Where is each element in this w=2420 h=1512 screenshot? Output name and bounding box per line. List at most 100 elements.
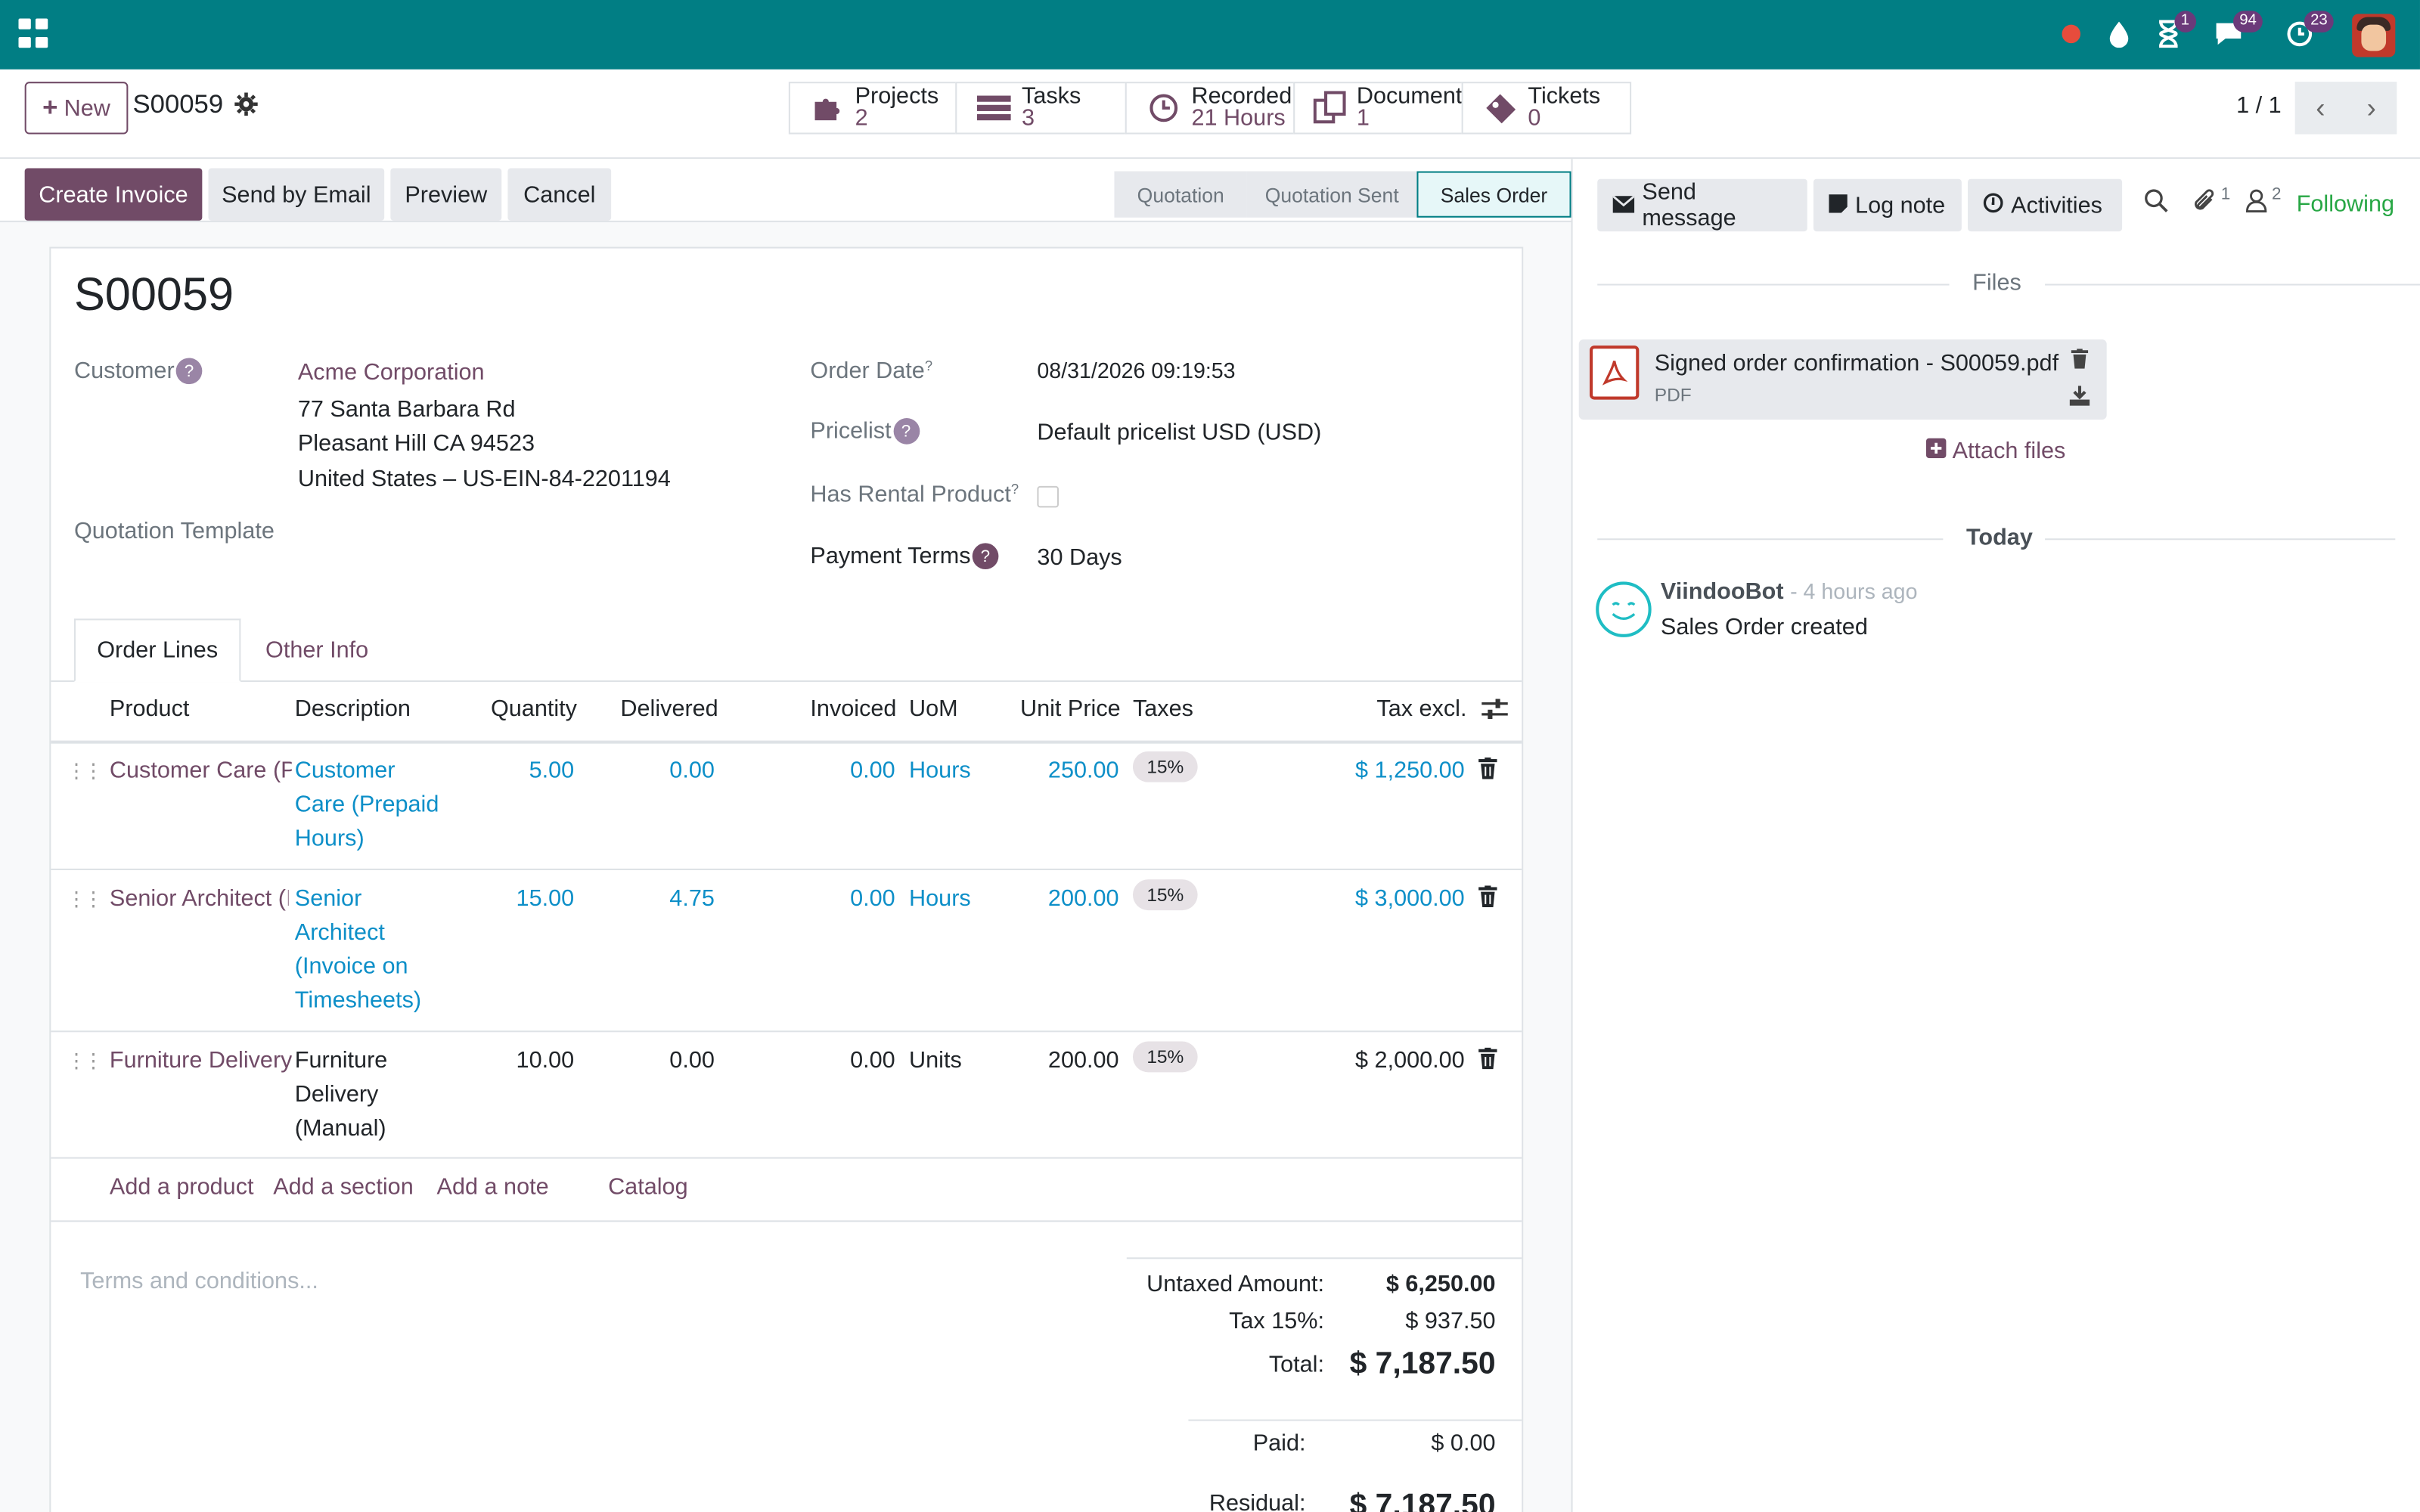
activities-hourglass-icon[interactable]: 1 bbox=[2153, 11, 2196, 52]
rental-checkbox[interactable] bbox=[1037, 485, 1059, 508]
description-line: Care (Prepaid bbox=[294, 791, 439, 818]
row-unit-price[interactable]: 200.00 bbox=[1047, 1047, 1119, 1074]
following-toggle[interactable]: Following bbox=[2296, 191, 2395, 218]
followers-user-icon[interactable] bbox=[2245, 188, 2267, 219]
tab-other-info[interactable]: Other Info bbox=[265, 636, 369, 663]
add-product-link[interactable]: Add a product bbox=[109, 1174, 254, 1201]
column-header-product[interactable]: Product bbox=[109, 696, 190, 723]
smart-button-documents[interactable]: Documents 1 bbox=[1293, 82, 1474, 135]
add-note-link[interactable]: Add a note bbox=[436, 1174, 549, 1201]
drag-handle-icon[interactable]: ⋮⋮ bbox=[66, 759, 104, 782]
trash-icon[interactable] bbox=[2071, 349, 2089, 376]
row-description[interactable]: Customer Care (Prepaid Hours) bbox=[295, 754, 473, 857]
water-drop-icon[interactable] bbox=[2108, 15, 2130, 52]
tab-order-lines[interactable]: Order Lines bbox=[73, 618, 241, 683]
drag-handle-icon[interactable]: ⋮⋮ bbox=[66, 1049, 104, 1073]
column-header-unit-price[interactable]: Unit Price bbox=[1019, 696, 1121, 723]
drag-handle-icon[interactable]: ⋮⋮ bbox=[66, 887, 104, 911]
attach-files-button[interactable]: Attach files bbox=[1925, 438, 2065, 464]
bot-avatar-smile-icon[interactable] bbox=[1596, 581, 1652, 637]
payment-terms-value[interactable]: 30 Days bbox=[1037, 544, 1122, 572]
row-delivered[interactable]: 0.00 bbox=[669, 1047, 715, 1074]
terms-and-conditions-input[interactable]: Terms and conditions... bbox=[80, 1268, 318, 1295]
row-product[interactable]: Furniture Delivery bbox=[109, 1047, 292, 1074]
tax-badge[interactable]: 15% bbox=[1132, 1041, 1198, 1073]
column-header-tax-excl[interactable]: Tax excl. bbox=[1376, 696, 1467, 723]
search-icon[interactable] bbox=[2144, 188, 2169, 219]
help-sup-icon[interactable]: ? bbox=[924, 358, 933, 373]
column-header-description[interactable]: Description bbox=[294, 696, 411, 723]
row-quantity[interactable]: 15.00 bbox=[516, 885, 575, 912]
log-note-button[interactable]: Log note bbox=[1813, 178, 1962, 232]
row-delivered[interactable]: 0.00 bbox=[669, 758, 715, 784]
row-quantity[interactable]: 5.00 bbox=[529, 758, 575, 784]
stage-sales-order[interactable]: Sales Order bbox=[1416, 171, 1571, 218]
user-avatar[interactable] bbox=[2352, 14, 2396, 57]
divider bbox=[0, 220, 1571, 222]
row-product[interactable]: Senior Architect (I bbox=[109, 885, 289, 912]
pager-next-button[interactable]: › bbox=[2346, 82, 2397, 135]
pager-previous-button[interactable]: ‹ bbox=[2294, 82, 2347, 135]
catalog-link[interactable]: Catalog bbox=[608, 1174, 688, 1201]
preview-button[interactable]: Preview bbox=[390, 168, 502, 221]
clock-badge: 23 bbox=[2304, 11, 2334, 33]
row-delivered[interactable]: 4.75 bbox=[669, 885, 715, 912]
messages-chat-icon[interactable]: 94 bbox=[2211, 11, 2263, 52]
trash-icon[interactable] bbox=[1478, 758, 1497, 784]
help-question-icon[interactable]: ? bbox=[175, 358, 203, 385]
cancel-button[interactable]: Cancel bbox=[507, 168, 612, 221]
recording-dot-icon[interactable] bbox=[2062, 15, 2080, 52]
attachment-card[interactable] bbox=[1578, 339, 2107, 420]
activities-button[interactable]: Activities bbox=[1968, 178, 2123, 232]
add-section-link[interactable]: Add a section bbox=[273, 1174, 414, 1201]
tax-badge[interactable]: 15% bbox=[1132, 751, 1198, 782]
smart-button-tasks[interactable]: Tasks 3 bbox=[955, 82, 1127, 135]
stage-quotation-sent[interactable]: Quotation Sent bbox=[1246, 171, 1417, 218]
trash-icon[interactable] bbox=[1478, 1047, 1497, 1074]
paperclip-icon[interactable] bbox=[2192, 188, 2217, 221]
help-question-icon[interactable]: ? bbox=[892, 418, 920, 445]
send-message-button[interactable]: Send message bbox=[1597, 178, 1807, 232]
row-unit-price[interactable]: 200.00 bbox=[1047, 885, 1119, 912]
table-header-divider bbox=[51, 740, 1522, 744]
pricelist-value[interactable]: Default pricelist USD (USD) bbox=[1037, 420, 1322, 446]
download-icon[interactable] bbox=[2069, 386, 2090, 414]
plus-icon: + bbox=[42, 92, 58, 122]
smart-button-projects[interactable]: Projects 2 bbox=[788, 82, 957, 135]
chevron-right-icon: › bbox=[2366, 91, 2376, 123]
column-header-taxes[interactable]: Taxes bbox=[1132, 696, 1193, 723]
column-header-invoiced[interactable]: Invoiced bbox=[810, 696, 897, 723]
row-description[interactable]: Senior Architect (Invoice on Timesheets) bbox=[295, 882, 473, 1018]
send-by-email-button[interactable]: Send by Email bbox=[208, 168, 385, 221]
pager-value[interactable]: 1 / 1 bbox=[2236, 92, 2282, 119]
column-header-uom[interactable]: UoM bbox=[909, 696, 958, 723]
optional-columns-sliders-icon[interactable] bbox=[1481, 697, 1508, 728]
message-author[interactable]: ViindooBot bbox=[1660, 578, 1784, 605]
stage-quotation[interactable]: Quotation bbox=[1114, 171, 1247, 218]
quotation-template-input[interactable] bbox=[298, 516, 730, 550]
column-header-delivered[interactable]: Delivered bbox=[620, 696, 718, 723]
tax-badge[interactable]: 15% bbox=[1132, 879, 1198, 911]
row-quantity[interactable]: 10.00 bbox=[516, 1047, 575, 1074]
apps-menu-icon[interactable] bbox=[18, 18, 49, 49]
customer-link[interactable]: Acme Corporation bbox=[297, 359, 485, 386]
customer-label-text: Customer bbox=[73, 358, 175, 385]
row-uom[interactable]: Units bbox=[909, 1047, 962, 1074]
create-invoice-button[interactable]: Create Invoice bbox=[24, 168, 203, 221]
row-description[interactable]: Furniture Delivery (Manual) bbox=[295, 1045, 473, 1147]
row-unit-price[interactable]: 250.00 bbox=[1047, 758, 1119, 784]
smart-button-recorded[interactable]: Recorded 21 Hours bbox=[1125, 82, 1295, 135]
trash-icon[interactable] bbox=[1478, 885, 1497, 912]
order-date-value[interactable]: 08/31/2026 09:19:53 bbox=[1037, 358, 1236, 383]
row-uom[interactable]: Hours bbox=[909, 885, 971, 912]
column-header-quantity[interactable]: Quantity bbox=[490, 696, 578, 723]
row-uom[interactable]: Hours bbox=[909, 758, 971, 784]
clock-history-icon[interactable]: 23 bbox=[2282, 11, 2334, 52]
help-sup-icon[interactable]: ? bbox=[1010, 481, 1019, 497]
row-product[interactable]: Customer Care (P bbox=[109, 758, 292, 784]
gear-icon[interactable] bbox=[234, 92, 258, 122]
smart-value: 21 Hours bbox=[1191, 104, 1286, 132]
new-button[interactable]: + New bbox=[24, 82, 129, 135]
help-question-icon[interactable]: ? bbox=[972, 543, 999, 570]
smart-button-tickets[interactable]: Tickets 0 bbox=[1461, 82, 1632, 135]
